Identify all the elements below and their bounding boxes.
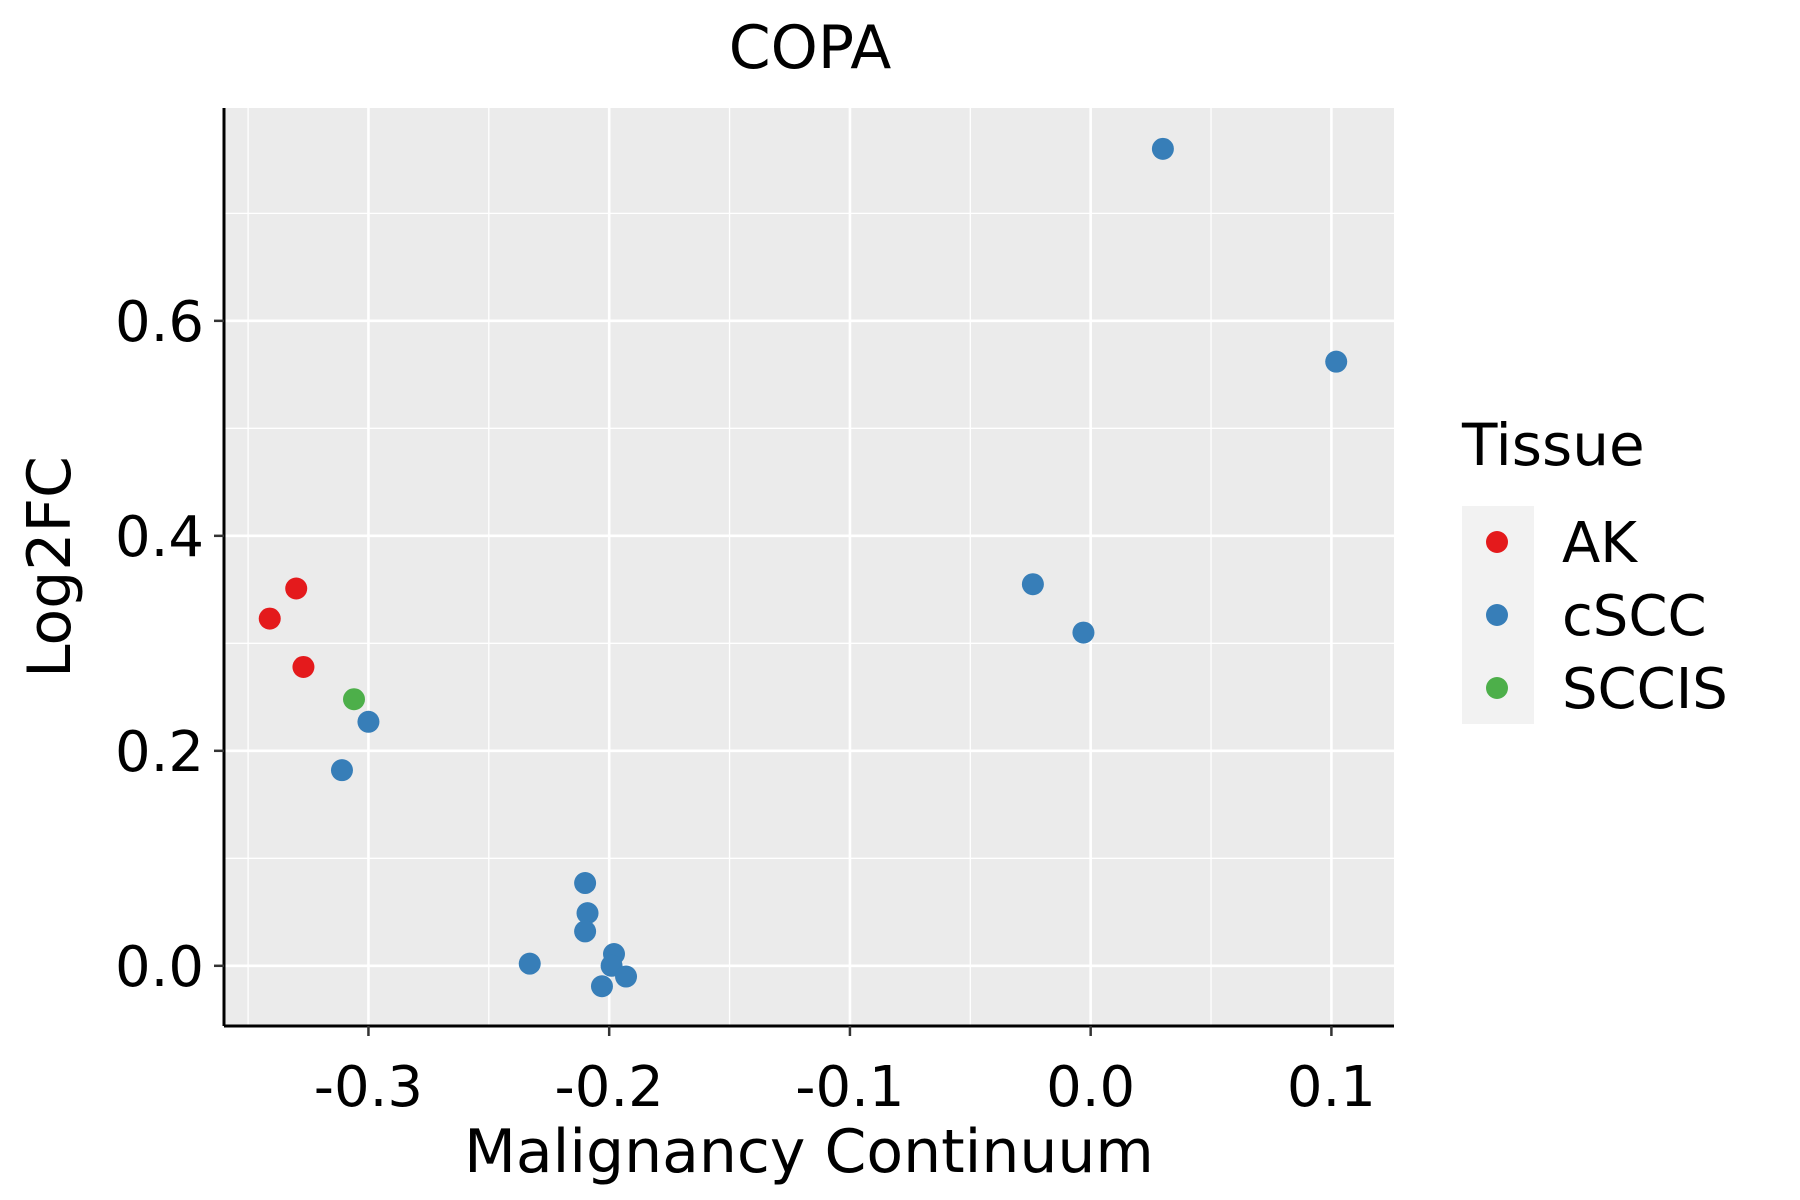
- point-sccis: [343, 688, 365, 711]
- legend: Tissue AK cSCC SCCIS: [1461, 411, 1728, 724]
- x-tick-label: -0.2: [555, 1055, 664, 1120]
- y-tick-label: 0.4: [115, 505, 204, 570]
- point-cscc: [357, 710, 380, 733]
- point-cscc: [518, 952, 541, 975]
- legend-title: Tissue: [1461, 411, 1645, 479]
- major-gridlines: [224, 108, 1394, 1026]
- point-cscc: [1021, 573, 1044, 596]
- x-axis-ticks: -0.3 -0.2 -0.1 0.0 0.1: [314, 1026, 1376, 1120]
- point-cscc: [590, 975, 613, 998]
- legend-label-cscc: cSCC: [1562, 584, 1707, 649]
- point-cscc: [574, 872, 597, 895]
- chart-title: COPA: [729, 13, 892, 83]
- point-cscc: [1325, 350, 1348, 373]
- legend-label-sccis: SCCIS: [1562, 657, 1728, 722]
- legend-label-ak: AK: [1562, 511, 1638, 576]
- x-tick-label: -0.1: [795, 1055, 904, 1120]
- y-tick-label: 0.6: [115, 290, 204, 355]
- x-axis-title: Malignancy Continuum: [464, 1117, 1154, 1187]
- y-axis-ticks: 0.0 0.2 0.4 0.6: [115, 290, 224, 1000]
- point-ak: [292, 655, 315, 678]
- x-tick-label: 0.0: [1046, 1055, 1135, 1120]
- legend-key-cscc: [1486, 604, 1508, 626]
- minor-gridlines: [224, 108, 1394, 1026]
- plot-panel: [224, 108, 1394, 1026]
- legend-key-sccis: [1486, 677, 1508, 699]
- point-cscc: [615, 965, 638, 988]
- point-ak: [285, 577, 308, 600]
- point-cscc: [574, 920, 597, 943]
- point-cscc: [576, 902, 599, 925]
- x-tick-label: -0.3: [314, 1055, 423, 1120]
- y-tick-label: 0.0: [115, 935, 204, 1000]
- x-tick-label: 0.1: [1287, 1055, 1376, 1120]
- point-cscc: [1072, 621, 1095, 644]
- legend-key-ak: [1486, 531, 1508, 553]
- point-cscc: [1151, 137, 1174, 160]
- y-axis-title: Log2FC: [15, 456, 85, 678]
- data-points: [258, 137, 1348, 998]
- y-tick-label: 0.2: [115, 720, 204, 785]
- point-ak: [258, 607, 281, 630]
- point-cscc: [330, 759, 353, 782]
